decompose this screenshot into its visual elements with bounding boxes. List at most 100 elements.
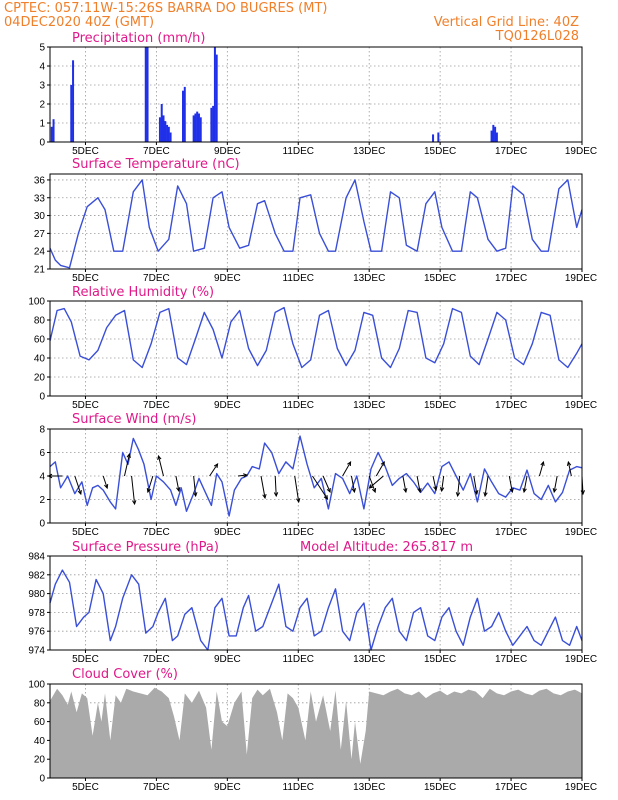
wind-arrow bbox=[441, 475, 445, 492]
precip-bar bbox=[146, 47, 149, 142]
pres-panel: Surface Pressure (hPa) Model Altitude: 2… bbox=[28, 540, 597, 665]
precip-bar bbox=[212, 105, 215, 142]
temp-frame bbox=[49, 173, 583, 270]
temp-ytick-label: 33 bbox=[34, 193, 46, 204]
pres-ytick-label: 974 bbox=[28, 646, 45, 657]
precip-ytick-label: 4 bbox=[39, 62, 45, 73]
rh-series-line bbox=[49, 306, 583, 369]
precip-bar bbox=[169, 132, 172, 142]
wind-arrowhead bbox=[326, 487, 331, 494]
wind-arrow bbox=[402, 475, 407, 493]
precip-bar bbox=[432, 134, 435, 142]
pres-ytick-label: 978 bbox=[28, 608, 45, 619]
pres-series-line bbox=[49, 569, 583, 651]
wind-arrowhead bbox=[193, 492, 198, 498]
precip-bar bbox=[194, 113, 197, 142]
cloud-xtick-label: 19DEC bbox=[565, 782, 597, 793]
wind-arrowhead bbox=[371, 487, 377, 494]
pres-xtick-label: 9DEC bbox=[214, 654, 241, 665]
wind-arrowhead bbox=[273, 492, 279, 498]
pres-ytick-label: 976 bbox=[28, 627, 45, 638]
rh-ytick-label: 0 bbox=[39, 392, 45, 403]
wind-arrow bbox=[484, 475, 489, 497]
wind-arrow bbox=[274, 475, 277, 497]
precip-xtick-label: 7DEC bbox=[143, 146, 170, 157]
temp-xtick-label: 17DEC bbox=[495, 273, 527, 284]
wind-arrowhead bbox=[509, 488, 514, 494]
pres-xtick-label: 5DEC bbox=[72, 654, 99, 665]
temp-xtick-label: 7DEC bbox=[143, 273, 170, 284]
wind-arrow bbox=[416, 475, 421, 493]
cloud-xtick-label: 5DEC bbox=[72, 782, 99, 793]
temp-ytick-label: 21 bbox=[34, 265, 46, 276]
precip-bar bbox=[490, 130, 493, 142]
wind-xtick-label: 7DEC bbox=[143, 527, 170, 538]
cloud-xtick-label: 11DEC bbox=[283, 782, 315, 793]
wind-arrow bbox=[342, 461, 352, 477]
temp-xtick-label: 19DEC bbox=[565, 273, 597, 284]
wind-arrow bbox=[260, 475, 266, 499]
wind-arrow bbox=[432, 475, 437, 491]
precip-bar bbox=[158, 117, 161, 142]
precip-xtick-label: 19DEC bbox=[565, 146, 597, 157]
wind-arrow bbox=[131, 475, 136, 505]
wind-ytick-label: 0 bbox=[39, 519, 45, 530]
temp-ytick-label: 36 bbox=[34, 175, 46, 186]
rh-ytick-label: 40 bbox=[34, 354, 46, 365]
temp-xtick-label: 13DEC bbox=[353, 273, 385, 284]
wind-xtick-label: 17DEC bbox=[495, 527, 527, 538]
rh-xtick-label: 13DEC bbox=[353, 400, 385, 411]
pres-model-altitude: Model Altitude: 265.817 m bbox=[300, 540, 473, 555]
rh-title: Relative Humidity (%) bbox=[72, 285, 214, 300]
rh-ytick-label: 80 bbox=[34, 316, 46, 327]
rh-xtick-label: 9DEC bbox=[214, 400, 241, 411]
pres-xtick-label: 11DEC bbox=[283, 654, 315, 665]
precip-bar bbox=[199, 117, 202, 142]
precip-ytick-label: 0 bbox=[39, 138, 45, 149]
wind-arrow bbox=[538, 461, 544, 477]
cloud-cover-area bbox=[50, 687, 582, 778]
pres-frame bbox=[49, 555, 583, 651]
precip-bar bbox=[183, 86, 186, 142]
precip-bar bbox=[437, 132, 440, 142]
rh-ytick-label: 60 bbox=[34, 335, 46, 346]
temp-xtick-label: 9DEC bbox=[214, 273, 241, 284]
temp-panel: Surface Temperature (nC) 21 24 27 30 33 36 5DE… bbox=[34, 157, 597, 284]
precip-bar bbox=[210, 107, 213, 142]
pres-xtick-label: 15DEC bbox=[424, 654, 456, 665]
cloud-ytick-label: 80 bbox=[34, 698, 46, 709]
wind-arrowhead bbox=[132, 500, 137, 506]
precip-bar bbox=[196, 111, 199, 142]
wind-arrow bbox=[473, 475, 478, 495]
precip-bar bbox=[494, 126, 497, 142]
wind-arrowhead bbox=[351, 488, 356, 494]
wind-xtick-label: 13DEC bbox=[353, 527, 385, 538]
wind-arrow bbox=[294, 475, 300, 503]
wind-arrowhead bbox=[439, 487, 445, 493]
precip-ytick-label: 2 bbox=[39, 100, 45, 111]
precip-bar bbox=[50, 126, 53, 142]
cloud-xtick-label: 13DEC bbox=[353, 782, 385, 793]
rh-ytick-label: 100 bbox=[28, 297, 45, 308]
wind-arrow bbox=[322, 475, 331, 493]
precip-bar bbox=[213, 47, 216, 142]
precip-xtick-label: 5DEC bbox=[72, 146, 99, 157]
temp-xtick-label: 5DEC bbox=[72, 273, 99, 284]
precip-bar bbox=[215, 54, 218, 142]
wind-arrowhead bbox=[433, 485, 438, 492]
wind-ytick-label: 6 bbox=[39, 448, 45, 459]
wind-xtick-label: 19DEC bbox=[565, 527, 597, 538]
wind-arrowhead bbox=[522, 488, 527, 494]
pres-ytick-label: 984 bbox=[28, 552, 45, 563]
rh-frame bbox=[49, 300, 583, 397]
pres-xtick-label: 19DEC bbox=[565, 654, 597, 665]
precip-bar bbox=[162, 115, 165, 142]
cloud-xtick-label: 9DEC bbox=[214, 782, 241, 793]
wind-arrow bbox=[147, 475, 154, 493]
wind-arrowhead bbox=[126, 452, 131, 459]
wind-arrow bbox=[237, 474, 248, 477]
cloud-ytick-label: 40 bbox=[34, 736, 46, 747]
wind-arrowhead bbox=[368, 484, 374, 489]
precip-bar bbox=[182, 90, 184, 142]
pres-xtick-label: 17DEC bbox=[495, 654, 527, 665]
